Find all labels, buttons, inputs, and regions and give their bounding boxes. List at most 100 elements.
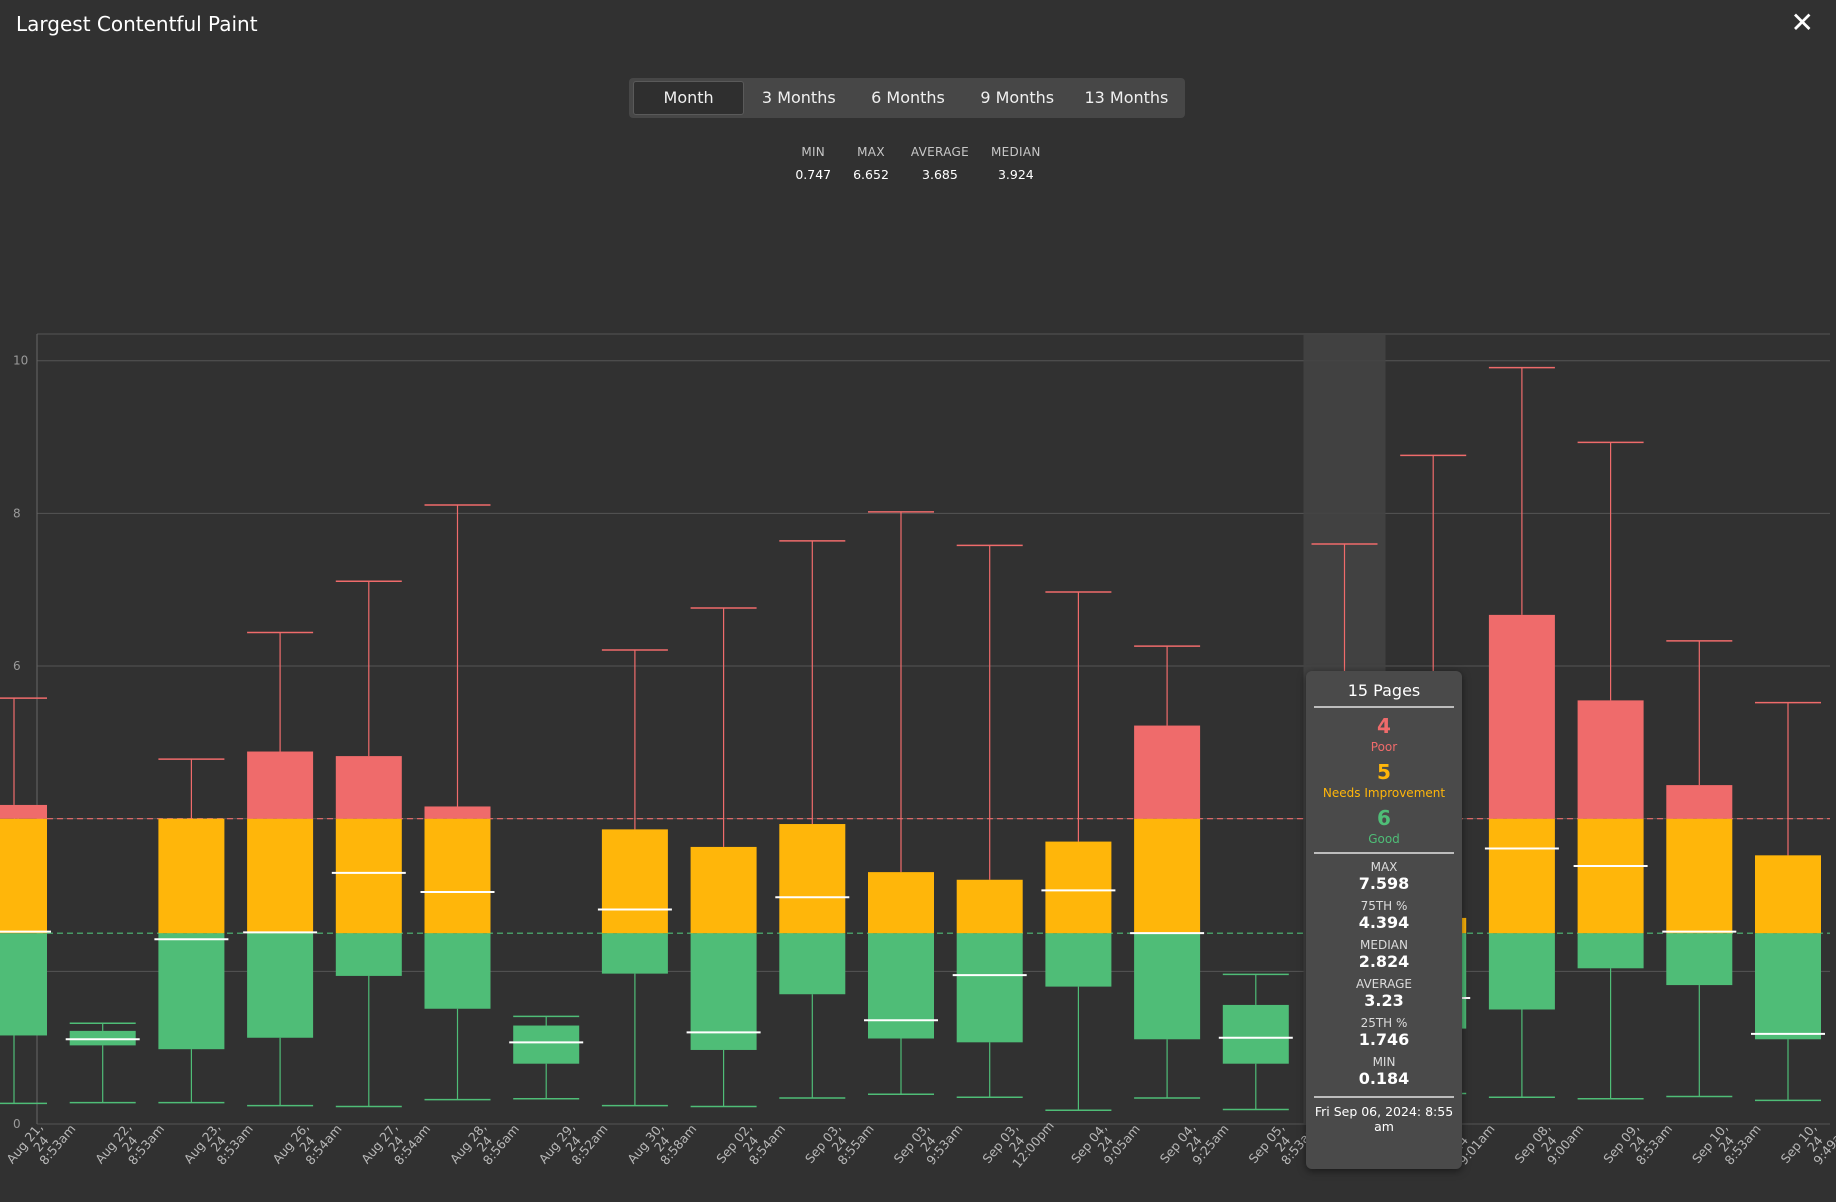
tooltip-stat-value: 0.184 [1358,1069,1410,1088]
box-poor-segment [335,756,402,819]
ni-count: 5 [1377,760,1391,784]
chart-tooltip: 15 Pages 4 Poor 5 Needs Improvement 6 Go… [1306,671,1462,1169]
tooltip-stat-label: MAX [1370,860,1398,874]
box-needs-improvement-segment [1134,818,1201,934]
x-tick-label: Sep 10,249:49am [1778,1105,1836,1183]
stat-label: MAX [857,145,885,159]
range-tab-13-months[interactable]: 13 Months [1084,88,1169,107]
stat-value: 0.747 [795,167,832,182]
box-needs-improvement-segment [690,846,757,934]
y-tick-label: 0 [13,1117,21,1131]
tooltip-stat-label: 25TH % [1360,1016,1408,1030]
box-good-segment [158,933,225,1050]
x-tick-label: Sep 09,248:53am [1600,1105,1675,1183]
good-count: 6 [1377,806,1391,830]
poor-label: Poor [1370,740,1398,754]
summary-stats: MIN 0.747 MAX 6.652 AVERAGE 3.685 MEDIAN… [0,145,1836,182]
window-title: Largest Contentful Paint [16,12,258,36]
x-tick-label: Sep 08,249:00am [1511,1105,1586,1183]
stat-value: 3.924 [997,167,1034,182]
box-good-segment [1222,1004,1289,1064]
range-tab-3-months[interactable]: 3 Months [761,88,836,107]
x-tick-label: Aug 22,248:53am [92,1105,167,1184]
y-tick-label: 8 [13,506,21,520]
box-poor-segment [1577,700,1644,819]
stat-value: 3.685 [922,167,958,182]
stat-median: MEDIAN 3.924 [991,145,1041,182]
stat-label: MEDIAN [990,145,1041,159]
x-tick-label: Sep 03,249:53am [891,1105,966,1183]
x-tick-label: Aug 27,248:54am [358,1105,433,1184]
range-tab-9-months[interactable]: 9 Months [980,88,1055,107]
box-needs-improvement-segment [335,818,402,934]
box-good-segment [513,1025,580,1064]
range-tab-month[interactable]: Month [633,81,745,115]
tooltip-stat-value: 2.824 [1358,952,1410,971]
box-needs-improvement-segment [1045,841,1112,934]
y-tick-label: 6 [13,659,21,673]
box-good-segment [1045,933,1112,987]
box-good-segment [956,933,1023,1043]
x-tick-label: Aug 26,248:54am [269,1105,344,1184]
box-good-segment [69,1030,136,1046]
box-good-segment [0,933,47,1036]
tooltip-divider [1314,852,1454,854]
x-tick-label: Sep 02,248:54am [713,1105,788,1183]
x-tick-label: Aug 29,248:52am [535,1105,610,1184]
ni-label: Needs Improvement [1322,786,1446,800]
x-tick-label: Aug 28,248:56am [447,1105,522,1184]
box-needs-improvement-segment [1666,818,1733,934]
stat-average: AVERAGE 3.685 [911,145,969,182]
stat-min: MIN 0.747 [795,145,831,182]
tooltip-stat-label: MIN [1372,1055,1396,1069]
box-good-segment [779,933,846,995]
stat-max: MAX 6.652 [853,145,889,182]
tooltip-stat-label: AVERAGE [1356,977,1412,991]
y-tick-label: 10 [13,354,28,368]
box-needs-improvement-segment [956,879,1023,934]
x-tick-label: Sep 04,249:25am [1157,1105,1232,1183]
box-good-segment [1577,933,1644,969]
box-good-segment [247,933,314,1038]
box-poor-segment [0,804,47,819]
box-needs-improvement-segment [601,829,668,934]
stat-label: AVERAGE [910,145,969,159]
box-good-segment [335,933,402,976]
poor-count: 4 [1377,714,1391,738]
box-needs-improvement-segment [1488,818,1555,934]
stat-label: MIN [801,145,826,159]
box-needs-improvement-segment [247,818,314,934]
box-needs-improvement-segment [1577,818,1644,934]
tooltip-date: Fri Sep 06, 2024: 8:55 am [1314,1096,1454,1134]
box-needs-improvement-segment [158,818,225,934]
x-tick-label: Sep 10,248:53am [1689,1105,1764,1183]
box-good-segment [601,933,668,974]
x-tick-label: Sep 04,249:05am [1068,1105,1143,1183]
tooltip-stat-value: 4.394 [1358,913,1410,932]
close-icon[interactable]: ✕ [1790,6,1814,39]
box-needs-improvement-segment [779,824,846,934]
box-needs-improvement-segment [0,818,47,934]
box-good-segment [1134,933,1201,1040]
range-selector: Month 3 Months 6 Months 9 Months 13 Mont… [629,78,1185,118]
range-tab-6-months[interactable]: 6 Months [871,88,945,107]
box-good-segment [1755,933,1821,1040]
x-tick-label: Sep 03,2412:00pm [979,1101,1057,1182]
good-label: Good [1368,832,1400,846]
tooltip-stat-value: 1.746 [1358,1030,1410,1049]
box-good-segment [1488,933,1555,1010]
x-tick-label: Aug 23,248:53am [181,1105,256,1184]
tooltip-stat-value: 7.598 [1358,874,1410,893]
box-needs-improvement-segment [1755,855,1821,934]
box-good-segment [690,933,757,1050]
box-poor-segment [1666,785,1733,819]
box-poor-segment [424,806,491,819]
box-needs-improvement-segment [424,818,491,934]
x-tick-label: Aug 30,248:58am [624,1105,699,1184]
tooltip-stat-value: 3.23 [1364,991,1404,1010]
box-good-segment [868,933,934,1039]
stat-value: 6.652 [853,167,889,182]
box-poor-segment [1134,725,1201,819]
box-poor-segment [1488,614,1555,819]
